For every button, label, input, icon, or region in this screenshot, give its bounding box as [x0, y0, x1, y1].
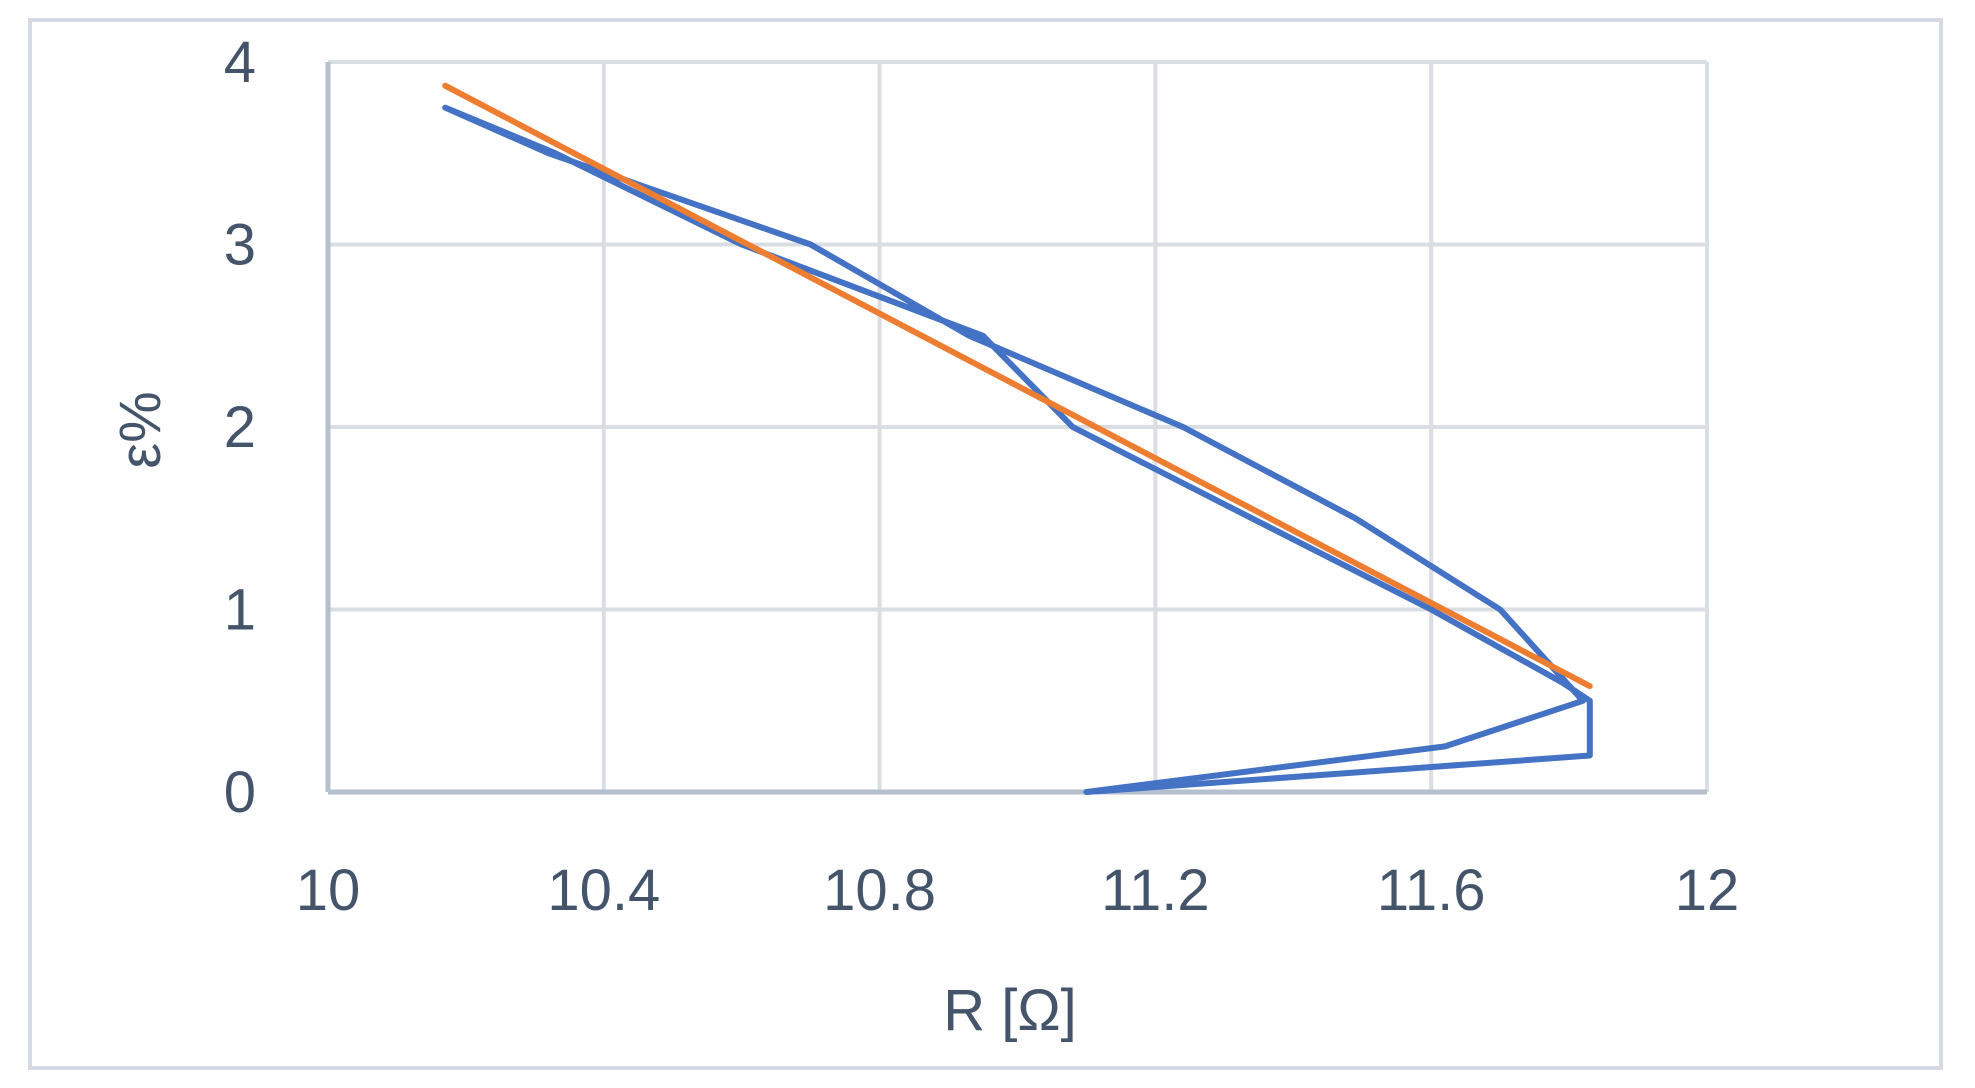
x-tick-label: 11.2 — [1101, 858, 1210, 923]
x-axis-title: R [Ω] — [943, 978, 1077, 1043]
x-tick-labels: 10 10.4 10.8 11.2 11.6 12 — [296, 858, 1740, 923]
series-line-measured — [442, 104, 1593, 795]
y-tick-label: 1 — [224, 578, 256, 643]
axes — [325, 62, 1707, 795]
series-line-trend — [442, 82, 1593, 690]
x-tick-label: 10 — [296, 858, 361, 923]
x-tick-label: 10.4 — [547, 858, 660, 923]
y-tick-labels: 0 1 2 3 4 — [224, 30, 256, 825]
y-axis-title: ε% — [108, 391, 173, 468]
x-tick-label: 12 — [1675, 858, 1740, 923]
y-tick-label: 3 — [224, 213, 256, 278]
x-tick-label: 11.6 — [1377, 858, 1486, 923]
y-tick-label: 2 — [224, 395, 256, 460]
x-tick-label: 10.8 — [823, 858, 936, 923]
series-group — [442, 82, 1593, 795]
y-tick-label: 0 — [224, 760, 256, 825]
grid — [328, 60, 1709, 792]
y-tick-label: 4 — [224, 30, 256, 95]
chart-frame — [28, 18, 1943, 1070]
